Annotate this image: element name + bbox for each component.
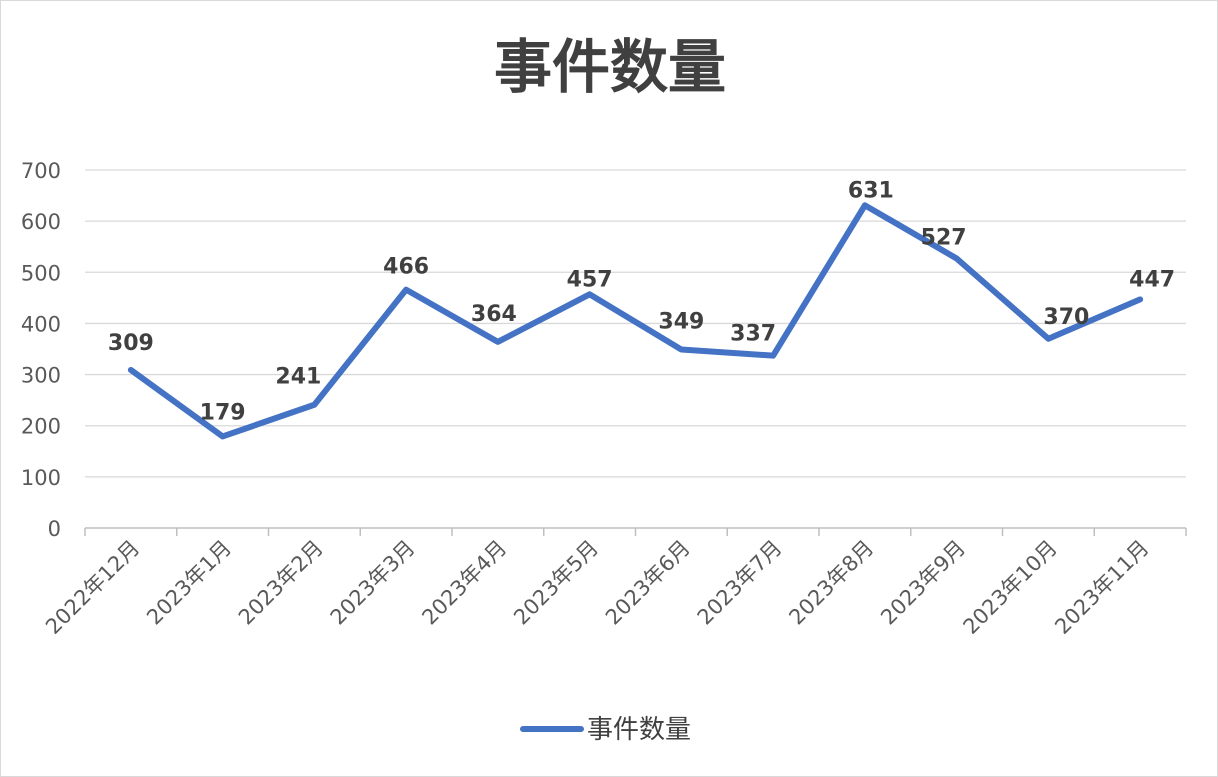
y-tick-label: 700 <box>21 159 61 183</box>
y-axis: 0 100 200 300 400 500 600 700 <box>21 159 61 541</box>
data-label: 364 <box>471 302 517 327</box>
x-tick-label: 2023年5月 <box>509 536 603 630</box>
legend-label: 事件数量 <box>587 715 691 745</box>
y-tick-label: 600 <box>21 210 61 234</box>
data-label: 466 <box>383 255 429 280</box>
y-tick-label: 300 <box>21 364 61 388</box>
data-label: 241 <box>275 365 321 390</box>
x-tick-label: 2023年7月 <box>693 536 787 630</box>
data-label: 447 <box>1129 267 1175 292</box>
x-tick-label: 2023年8月 <box>784 536 878 630</box>
x-axis: 2022年12月2023年1月2023年2月2023年3月2023年4月2023… <box>41 527 1187 639</box>
x-tick-label: 2023年2月 <box>234 536 328 630</box>
y-tick-label: 400 <box>21 312 61 336</box>
y-tick-label: 100 <box>21 466 61 490</box>
data-label: 337 <box>730 322 776 347</box>
data-label: 349 <box>658 310 704 335</box>
data-label: 631 <box>848 178 894 203</box>
x-tick-label: 2023年3月 <box>326 536 420 630</box>
data-label: 309 <box>108 331 154 356</box>
data-labels: 309 179 241 466 364 457 349 337 631 527 370 447 <box>108 178 1175 425</box>
y-tick-label: 0 <box>48 517 61 541</box>
x-tick-label: 2022年12月 <box>41 536 144 639</box>
series-layer <box>127 202 1144 440</box>
y-tick-label: 200 <box>21 415 61 439</box>
data-label: 370 <box>1043 305 1089 330</box>
data-label: 527 <box>921 225 967 250</box>
x-tick-label: 2023年10月 <box>959 536 1062 639</box>
x-tick-label: 2023年1月 <box>142 536 236 630</box>
x-tick-label: 2023年11月 <box>1050 536 1153 639</box>
legend: 事件数量 <box>520 715 691 745</box>
x-tick-label: 2023年9月 <box>876 536 970 630</box>
series-line <box>127 202 1144 440</box>
gridlines <box>85 169 1186 478</box>
y-tick-label: 500 <box>21 261 61 285</box>
x-tick-label: 2023年6月 <box>601 536 695 630</box>
chart-title: 事件数量 <box>494 33 726 101</box>
data-label: 457 <box>567 267 613 292</box>
data-label: 179 <box>200 400 246 425</box>
x-tick-label: 2023年4月 <box>417 536 511 630</box>
